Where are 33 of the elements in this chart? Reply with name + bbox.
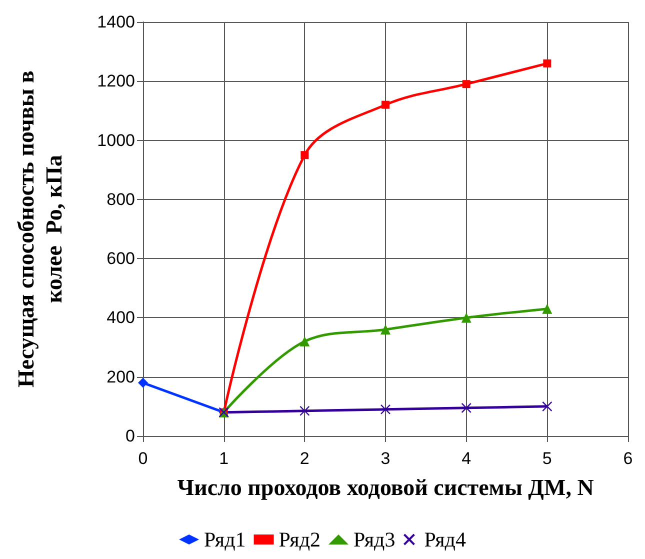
- point: [380, 324, 390, 335]
- point: [462, 80, 470, 88]
- y-tick-label: 600: [106, 249, 135, 268]
- legend-label: Ряд1: [204, 528, 246, 552]
- point: [461, 402, 472, 414]
- y-tick-label: 1200: [97, 72, 135, 91]
- x-axis-title: Число проходов ходовой системы ДМ, N: [177, 475, 594, 500]
- y-tick-label: 200: [106, 367, 135, 386]
- y-tick-label: 400: [106, 308, 135, 328]
- x-tick-label: 3: [380, 449, 390, 468]
- legend-label: Ряд2: [278, 528, 321, 552]
- point: [380, 404, 391, 414]
- point: [461, 312, 472, 323]
- point: [300, 151, 309, 160]
- x-tick-label: 4: [462, 449, 472, 468]
- point: [543, 59, 552, 68]
- y-tick-label: 0: [126, 426, 135, 446]
- point: [382, 100, 390, 109]
- point: [300, 336, 310, 346]
- y-tick-label: 1400: [97, 12, 135, 32]
- legend-label: Ряд4: [424, 528, 466, 552]
- x-tick-label: 2: [300, 449, 310, 468]
- point: [542, 401, 552, 412]
- point: [300, 406, 310, 416]
- legend-label: Ряд3: [354, 528, 396, 552]
- y-axis-title: Несущая способность почвы в колее Ро, кПа: [14, 70, 66, 388]
- y-tick-label: 800: [106, 190, 135, 209]
- x-tick-label: 0: [138, 449, 148, 468]
- y-tick-label: 1000: [97, 130, 135, 150]
- x-tick-label: 6: [623, 449, 633, 468]
- point: [542, 304, 552, 314]
- x-tick-label: 1: [219, 449, 229, 468]
- x-tick-label: 5: [542, 449, 552, 468]
